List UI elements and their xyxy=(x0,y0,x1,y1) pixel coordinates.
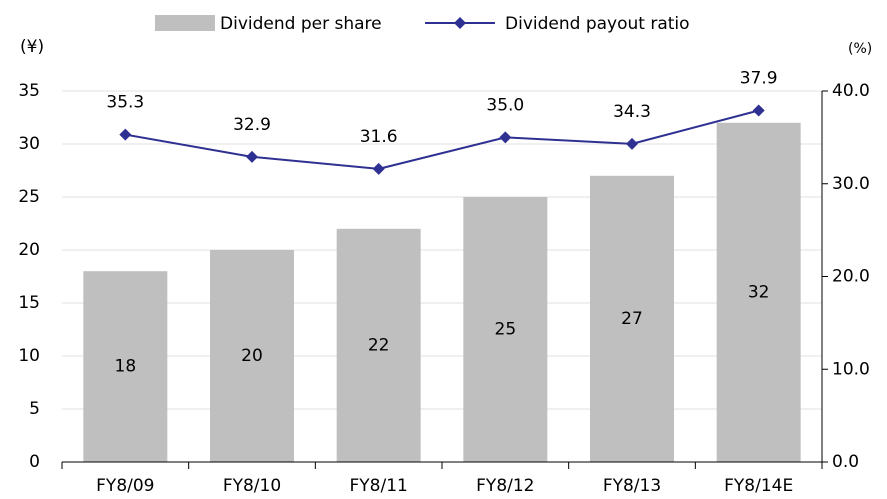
y-tick-label: 15 xyxy=(18,293,40,313)
data-label: 31.6 xyxy=(360,127,398,147)
y-tick-label: 25 xyxy=(18,187,40,207)
legend-marker xyxy=(454,17,466,29)
line xyxy=(125,109,759,170)
marker xyxy=(372,162,385,175)
legend-label: Dividend per share xyxy=(220,14,382,34)
y2-tick-label: 40.0 xyxy=(832,81,870,101)
x-tick-label: FY8/11 xyxy=(349,476,407,496)
y-tick-label: 10 xyxy=(18,346,40,366)
data-label: 35.3 xyxy=(106,93,144,113)
data-label: 32.9 xyxy=(233,115,271,135)
data-label: 20 xyxy=(241,346,263,366)
x-tick-label: FY8/09 xyxy=(96,476,154,496)
y2-tick-label: 0.0 xyxy=(832,452,859,472)
x-tick-label: FY8/10 xyxy=(223,476,281,496)
y2-tick-label: 20.0 xyxy=(832,267,870,287)
x-tick-label: FY8/14E xyxy=(724,476,793,496)
y-tick-label: 20 xyxy=(18,240,40,260)
bar xyxy=(336,228,421,462)
legend-swatch xyxy=(155,15,215,31)
x-tick-label: FY8/12 xyxy=(476,476,534,496)
y2-tick-label: 10.0 xyxy=(832,359,870,379)
bar xyxy=(716,122,801,463)
data-label: 22 xyxy=(368,335,390,355)
y2-axis-label: (%) xyxy=(848,41,872,57)
y-tick-label: 5 xyxy=(29,399,40,419)
y-tick-label: 30 xyxy=(18,134,40,154)
y-tick-label: 35 xyxy=(18,81,40,101)
marker xyxy=(752,104,765,117)
marker xyxy=(626,137,638,150)
data-label: 18 xyxy=(115,357,137,377)
bar xyxy=(210,250,294,462)
data-label: 32 xyxy=(748,282,770,302)
marker xyxy=(499,131,512,144)
data-label: 27 xyxy=(621,309,643,329)
data-label: 35.0 xyxy=(486,95,524,115)
y-axis-label: (¥) xyxy=(20,37,44,57)
data-label: 37.9 xyxy=(740,68,778,88)
data-label: 34.3 xyxy=(613,102,651,122)
bar xyxy=(83,271,168,462)
y-tick-label: 0 xyxy=(29,452,40,472)
legend-label: Dividend payout ratio xyxy=(505,14,690,34)
x-tick-label: FY8/13 xyxy=(603,476,661,496)
data-label: 25 xyxy=(495,320,517,340)
y2-tick-label: 30.0 xyxy=(832,174,870,194)
marker xyxy=(119,128,132,141)
bar xyxy=(590,175,674,463)
bar xyxy=(463,197,548,462)
marker xyxy=(246,150,258,163)
